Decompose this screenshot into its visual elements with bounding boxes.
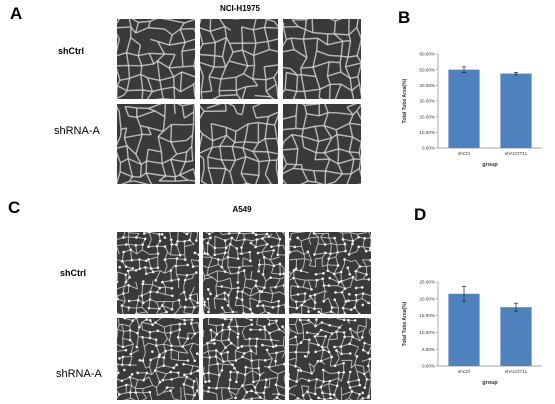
y-tick-label: 10.00%	[419, 130, 435, 135]
panel-c-title: A549	[232, 205, 252, 214]
x-tick-label: shACOT11	[505, 151, 528, 156]
bar-shctrl	[448, 69, 480, 148]
bar-shctrl	[448, 293, 480, 366]
panel-letter-d: D	[414, 205, 427, 224]
y-tick-label: 50.00%	[419, 67, 435, 72]
y-tick-label: 0.00%	[422, 364, 435, 369]
panel-a-title: NCI-H1975	[219, 4, 260, 13]
y-tick-label: 40.00%	[419, 83, 435, 88]
y-tick-label: 20.00%	[419, 296, 435, 301]
micrograph-c-shctrl-3	[289, 232, 371, 314]
x-tick-label: shCtrl	[458, 369, 470, 374]
y-tick-label: 25.00%	[419, 280, 435, 285]
micrograph-a-shctrl-1	[117, 19, 195, 99]
y-tick-label: 10.00%	[419, 330, 435, 335]
y-axis-label: Total Tube Area(%)	[402, 301, 408, 346]
x-axis-label: group	[482, 162, 498, 168]
micrograph-a-shrna-1	[117, 104, 195, 184]
x-tick-label: shACOT11	[505, 369, 528, 374]
panel-a-row-label-shctrl: shCtrl	[58, 46, 85, 56]
panel-letter-a: A	[10, 4, 23, 23]
micrograph-c-shctrl-1	[117, 232, 199, 314]
x-tick-label: shCtrl	[458, 151, 470, 156]
y-tick-label: 15.00%	[419, 313, 435, 318]
y-axis-label: Total Tube Area(%)	[402, 78, 408, 123]
micrograph-c-shrna-2	[203, 318, 285, 400]
panel-letter-c: C	[8, 198, 21, 217]
bar-chart-d: 0.00% 5.00% 10.00% 15.00% 20.00% 25.00% shCtrl…	[402, 280, 542, 386]
panel-a-row-label-shrna: shRNA-A	[54, 125, 100, 137]
micrograph-a-shctrl-2	[200, 19, 278, 99]
bar-shacot11	[500, 307, 532, 366]
panel-c-row-label-shctrl: shCtrl	[60, 268, 87, 278]
y-tick-label: 30.00%	[419, 99, 435, 104]
bar-shacot11	[500, 73, 532, 148]
micrograph-a-shrna-2	[200, 104, 278, 184]
y-tick-label: 20.00%	[419, 114, 435, 119]
micrograph-a-shrna-3	[283, 104, 361, 184]
y-tick-label: 60.00%	[419, 52, 435, 57]
micrograph-c-shrna-3	[289, 318, 371, 400]
micrograph-c-shrna-1	[117, 318, 199, 400]
y-tick-label: 0.00%	[422, 146, 435, 151]
y-tick-label: 5.00%	[422, 347, 435, 352]
panel-letter-b: B	[398, 8, 411, 27]
panel-c-row-label-shrna: shRNA-A	[56, 368, 102, 380]
micrograph-c-shctrl-2	[203, 232, 285, 314]
micrograph-a-shctrl-3	[283, 19, 361, 99]
x-axis-label: group	[482, 380, 498, 386]
bar-chart-b: 0.00% 10.00% 20.00% 30.00% 40.00% 50.00% 60.00…	[402, 52, 542, 168]
chart-d: 0.00% 5.00% 10.00% 15.00% 20.00% 25.00% shCtrl…	[400, 278, 550, 388]
chart-b: 0.00% 10.00% 20.00% 30.00% 40.00% 50.00% 60.00…	[400, 50, 550, 170]
